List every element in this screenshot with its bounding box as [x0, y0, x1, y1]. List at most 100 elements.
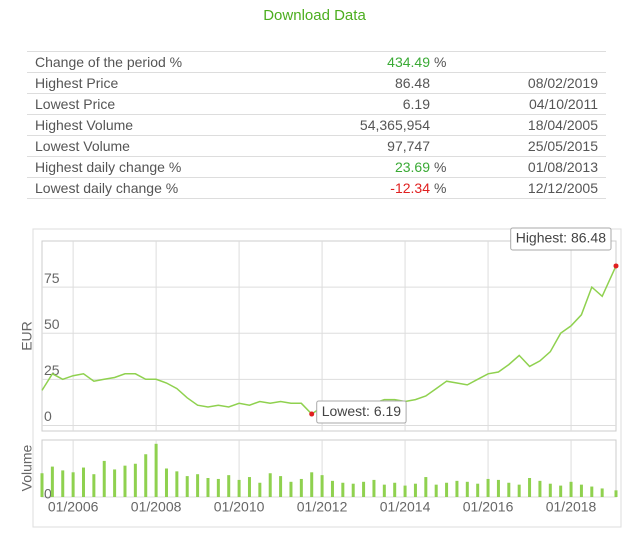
row-label: Lowest daily change %	[27, 177, 275, 199]
row-value: 23.69	[275, 156, 430, 178]
volume-bar	[133, 463, 137, 497]
row-unit: %	[430, 156, 464, 178]
row-value: -12.34	[275, 177, 430, 199]
volume-bar	[476, 483, 480, 497]
volume-bar	[393, 482, 397, 497]
volume-bar	[434, 484, 438, 497]
volume-bar	[102, 460, 106, 497]
volume-bar	[123, 465, 127, 497]
volume-bar	[372, 479, 376, 497]
volume-axis-label: Volume	[19, 444, 35, 491]
volume-bar	[614, 490, 618, 497]
volume-bar	[113, 469, 117, 497]
row-value: 6.19	[275, 93, 430, 115]
volume-bar	[569, 481, 573, 497]
x-tick-label: 01/2014	[380, 499, 431, 515]
row-unit: %	[430, 177, 464, 199]
volume-bar	[455, 480, 459, 497]
row-value: 434.49	[275, 51, 430, 73]
table-row: Lowest Volume 97,747 25/05/2015	[27, 135, 606, 157]
volume-bar	[227, 475, 231, 497]
volume-bar	[61, 470, 65, 497]
row-value: 54,365,954	[275, 114, 430, 136]
volume-bar	[507, 482, 511, 497]
volume-bar	[486, 478, 490, 497]
chart-frame	[32, 228, 622, 528]
row-date	[464, 51, 606, 73]
volume-bar	[185, 476, 189, 497]
volume-bar	[579, 484, 583, 497]
y-axis-label: EUR	[19, 321, 35, 351]
table-row: Highest daily change % 23.69% 01/08/2013	[27, 156, 606, 178]
volume-bar	[496, 479, 500, 497]
volume-bar	[600, 488, 604, 497]
download-link[interactable]: Download Data	[263, 7, 366, 24]
volume-bar	[247, 477, 251, 497]
volume-bar	[50, 466, 54, 497]
volume-bar	[382, 484, 386, 497]
row-value: 86.48	[275, 72, 430, 94]
volume-bar	[40, 473, 44, 497]
annotation-box	[316, 400, 407, 424]
volume-bar	[299, 478, 303, 497]
volume-bar	[330, 480, 334, 497]
x-tick-label: 01/2008	[131, 499, 182, 515]
row-date: 12/12/2005	[464, 177, 606, 199]
volume-bar	[71, 472, 75, 497]
row-unit: %	[430, 51, 464, 73]
volume-bar	[206, 478, 210, 497]
volume-bar	[237, 479, 241, 497]
row-label: Highest daily change %	[27, 156, 275, 178]
row-label: Highest Volume	[27, 114, 275, 136]
row-date: 18/04/2005	[464, 114, 606, 136]
table-row: Highest Price 86.48 08/02/2019	[27, 72, 606, 94]
volume-bar	[154, 443, 158, 497]
row-date: 01/08/2013	[464, 156, 606, 178]
annotation-marker	[309, 411, 315, 417]
row-unit	[430, 72, 464, 94]
volume-bar	[92, 474, 96, 497]
table-row: Lowest daily change % -12.34% 12/12/2005	[27, 177, 606, 199]
volume-bar	[341, 482, 345, 497]
row-label: Lowest Volume	[27, 135, 275, 157]
volume-bar	[320, 475, 324, 497]
volume-bar	[279, 476, 283, 497]
annotation-box	[510, 227, 612, 251]
volume-bar	[528, 478, 532, 497]
annotation-marker	[613, 263, 619, 269]
volume-bar	[517, 484, 521, 497]
y-tick-label: 25	[44, 362, 60, 378]
row-date: 25/05/2015	[464, 135, 606, 157]
volume-bar	[548, 483, 552, 497]
volume-bar	[424, 477, 428, 497]
volume-bar	[445, 482, 449, 497]
volume-bar	[465, 481, 469, 497]
volume-bar	[310, 472, 314, 497]
x-tick-label: 01/2016	[463, 499, 514, 515]
row-date: 08/02/2019	[464, 72, 606, 94]
volume-bar	[196, 474, 200, 497]
annotation-label: Highest: 86.48	[516, 230, 606, 246]
volume-bar	[268, 473, 272, 497]
volume-bar	[559, 485, 563, 497]
plot-frame	[41, 240, 617, 432]
table-row: Change of the period % 434.49%	[27, 51, 606, 73]
row-date: 04/10/2011	[464, 93, 606, 115]
row-label: Change of the period %	[27, 51, 275, 73]
volume-tick-label: 0	[44, 486, 52, 502]
volume-bar	[289, 481, 293, 497]
row-label: Lowest Price	[27, 93, 275, 115]
volume-bar	[164, 468, 168, 497]
volume-bar	[362, 481, 366, 497]
row-unit	[430, 114, 464, 136]
volume-bar	[538, 480, 542, 497]
volume-bar	[590, 486, 594, 497]
stats-table: Change of the period % 434.49% Highest Pri…	[27, 51, 606, 199]
x-tick-label: 01/2018	[546, 499, 597, 515]
volume-bar	[403, 485, 407, 497]
volume-bar	[351, 483, 355, 497]
volume-bar	[216, 478, 220, 497]
table-row: Lowest Price 6.19 04/10/2011	[27, 93, 606, 115]
